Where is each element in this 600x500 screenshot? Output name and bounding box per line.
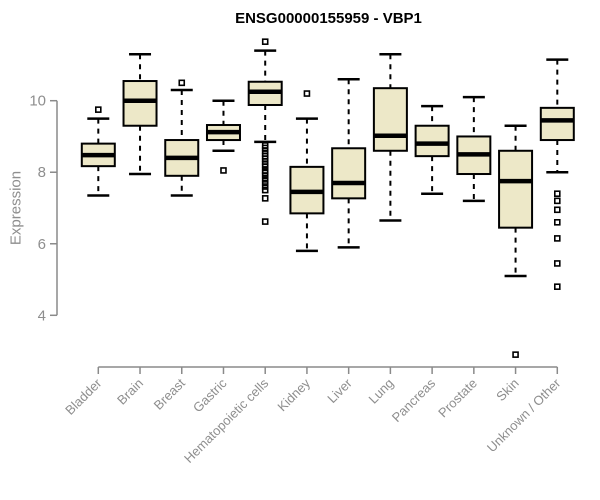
box-bladder xyxy=(80,106,116,197)
iqr-box xyxy=(331,147,367,200)
x-tick-label: Gastric xyxy=(190,375,230,415)
iqr-box xyxy=(498,149,534,229)
box-skin xyxy=(498,124,534,358)
y-tick-label: 8 xyxy=(38,164,46,181)
box-liver xyxy=(331,77,367,249)
outlier-point xyxy=(261,183,269,190)
box-brain xyxy=(122,52,158,176)
x-tick-label: Liver xyxy=(324,375,355,406)
outlier-point xyxy=(261,176,269,183)
iqr-box xyxy=(414,124,450,158)
x-tick-label: Bladder xyxy=(62,375,105,418)
y-tick-label: 4 xyxy=(38,307,46,324)
outlier-point xyxy=(220,167,227,174)
box-kidney xyxy=(289,90,325,253)
outlier-point xyxy=(553,235,561,242)
x-tick-label: Prostate xyxy=(435,376,480,421)
x-tick-label: Lung xyxy=(365,376,396,407)
x-tick-label: Kidney xyxy=(274,375,313,414)
outlier-point xyxy=(261,195,269,202)
outlier-point xyxy=(178,79,186,87)
iqr-box xyxy=(372,87,408,152)
x-tick-label: Skin xyxy=(493,376,521,404)
box-prostate xyxy=(456,95,492,203)
outlier-point xyxy=(553,283,561,290)
x-tick-label: Brain xyxy=(114,376,146,408)
outlier-point xyxy=(261,38,269,45)
y-axis-label: Expression xyxy=(7,170,25,246)
outlier-point xyxy=(261,186,269,194)
outlier-point xyxy=(261,179,269,187)
x-tick-label: Unknown / Other xyxy=(484,375,564,455)
outlier-point xyxy=(261,172,269,180)
outlier-point xyxy=(553,197,561,205)
outlier-point xyxy=(95,106,102,113)
outlier-point xyxy=(261,163,269,171)
box-breast xyxy=(164,79,200,197)
x-tick-label: Pancreas xyxy=(389,375,439,425)
outlier-point xyxy=(553,190,561,197)
outlier-point xyxy=(261,218,269,225)
outlier-point xyxy=(553,260,561,267)
box-unknown-other xyxy=(539,58,575,290)
y-tick-label: 6 xyxy=(38,236,46,253)
box-pancreas xyxy=(414,104,450,195)
chart-title: ENSG00000155959 - VBP1 xyxy=(235,10,422,27)
box-hematopoietic-cells xyxy=(247,38,283,225)
box-lung xyxy=(372,52,408,222)
outlier-point xyxy=(553,206,561,214)
iqr-box xyxy=(539,106,575,142)
box-gastric xyxy=(205,99,241,174)
y-tick-label: 10 xyxy=(29,93,46,110)
x-tick-label: Breast xyxy=(151,375,188,412)
outlier-point xyxy=(512,351,519,358)
outlier-point xyxy=(553,219,561,226)
iqr-box xyxy=(122,80,158,127)
outlier-point xyxy=(303,90,311,97)
